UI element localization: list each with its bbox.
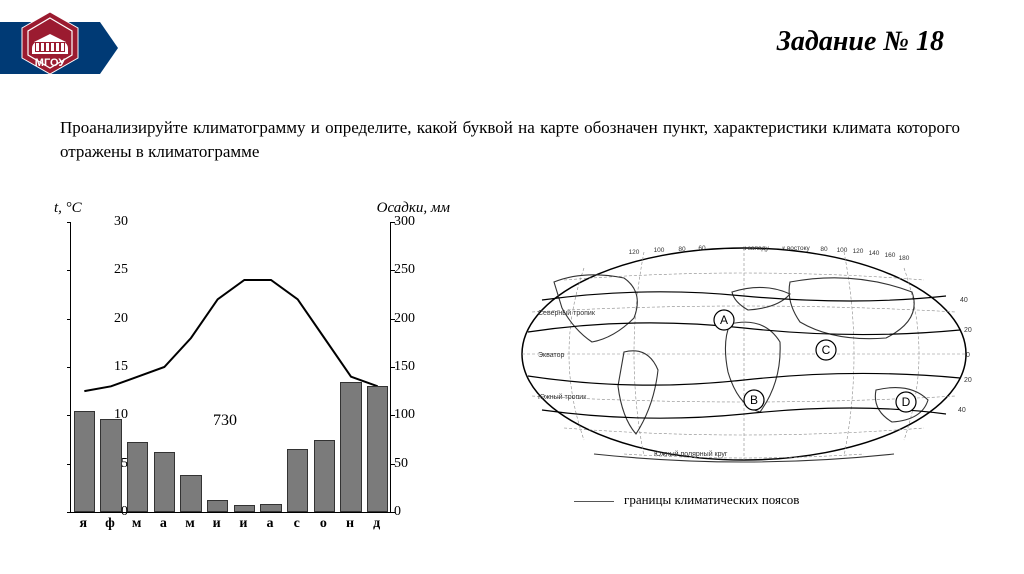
svg-text:120: 120 <box>629 249 640 256</box>
ytick-right: 300 <box>394 214 424 230</box>
svg-text:0: 0 <box>966 352 970 359</box>
ytick-left: 25 <box>104 262 128 278</box>
precip-bar <box>127 442 148 512</box>
svg-text:Южный полярный круг: Южный полярный круг <box>654 450 728 458</box>
month-label: м <box>177 516 204 532</box>
logo: МГОУ <box>0 8 120 78</box>
precip-bar <box>340 382 361 513</box>
month-label: я <box>70 516 97 532</box>
svg-text:20: 20 <box>964 377 972 384</box>
ytick-left: 5 <box>104 456 128 472</box>
precip-bar <box>180 475 201 512</box>
svg-text:100: 100 <box>837 247 848 254</box>
page-title: Задание № 18 <box>777 26 944 58</box>
svg-text:C: C <box>822 343 831 357</box>
svg-text:к востоку: к востоку <box>782 245 810 252</box>
svg-text:МГОУ: МГОУ <box>35 57 66 69</box>
precip-bar <box>154 452 175 512</box>
svg-text:60: 60 <box>698 245 706 252</box>
month-label: и <box>230 516 257 532</box>
svg-text:80: 80 <box>820 246 828 253</box>
ytick-left: 15 <box>104 359 128 375</box>
svg-text:D: D <box>902 395 911 409</box>
map-legend: границы климатических поясов <box>574 492 799 508</box>
svg-text:140: 140 <box>869 250 880 257</box>
month-label: д <box>363 516 390 532</box>
ytick-left: 30 <box>104 214 128 230</box>
svg-text:Северный тропик: Северный тропик <box>538 309 596 317</box>
ytick-left: 10 <box>104 407 128 423</box>
svg-text:A: A <box>720 313 728 327</box>
month-label: а <box>150 516 177 532</box>
climatogram: t, °C Осадки, мм 730 яфмамииасонд 051015… <box>34 200 454 542</box>
svg-text:Экватор: Экватор <box>538 352 564 359</box>
svg-text:100: 100 <box>654 247 665 254</box>
world-map: Экватор Северный тропик Южный тропик Южн… <box>514 242 974 502</box>
task-text: Проанализируйте климатограмму и определи… <box>60 116 960 164</box>
svg-text:B: B <box>750 393 758 407</box>
svg-text:20: 20 <box>964 327 972 334</box>
svg-text:120: 120 <box>853 248 864 255</box>
ytick-right: 50 <box>394 456 424 472</box>
ytick-right: 200 <box>394 311 424 327</box>
precip-bar <box>367 386 388 512</box>
ytick-left: 0 <box>104 504 128 520</box>
svg-text:180: 180 <box>899 255 910 262</box>
svg-text:80: 80 <box>678 246 686 253</box>
precip-bar <box>234 505 255 512</box>
precip-bar <box>260 504 281 512</box>
month-label: о <box>310 516 337 532</box>
ytick-left: 20 <box>104 311 128 327</box>
month-label: н <box>337 516 364 532</box>
precip-bar <box>287 449 308 512</box>
ytick-right: 100 <box>394 407 424 423</box>
month-label: с <box>283 516 310 532</box>
precip-bar <box>74 411 95 513</box>
svg-text:к западу: к западу <box>743 245 769 252</box>
temp-axis-label: t, °C <box>54 200 82 217</box>
svg-text:40: 40 <box>958 407 966 414</box>
ytick-right: 0 <box>394 504 424 520</box>
ytick-right: 150 <box>394 359 424 375</box>
month-label: и <box>203 516 230 532</box>
annual-precip: 730 <box>213 412 237 430</box>
svg-text:40: 40 <box>960 297 968 304</box>
precip-bar <box>314 440 335 513</box>
precip-bar <box>207 500 228 512</box>
month-label: а <box>257 516 284 532</box>
svg-text:Южный тропик: Южный тропик <box>538 393 587 401</box>
ytick-right: 250 <box>394 262 424 278</box>
svg-text:160: 160 <box>885 252 896 259</box>
